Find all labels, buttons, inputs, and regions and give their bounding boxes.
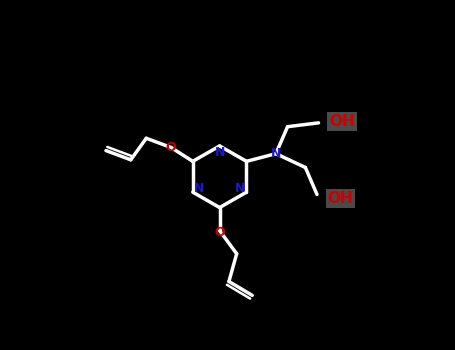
Text: O: O xyxy=(166,141,177,154)
Text: OH: OH xyxy=(329,114,354,129)
Text: N: N xyxy=(214,146,225,159)
Text: N: N xyxy=(271,147,281,160)
Text: N: N xyxy=(235,182,246,195)
Text: O: O xyxy=(214,226,225,239)
Text: OH: OH xyxy=(327,191,353,206)
Text: N: N xyxy=(194,182,204,195)
